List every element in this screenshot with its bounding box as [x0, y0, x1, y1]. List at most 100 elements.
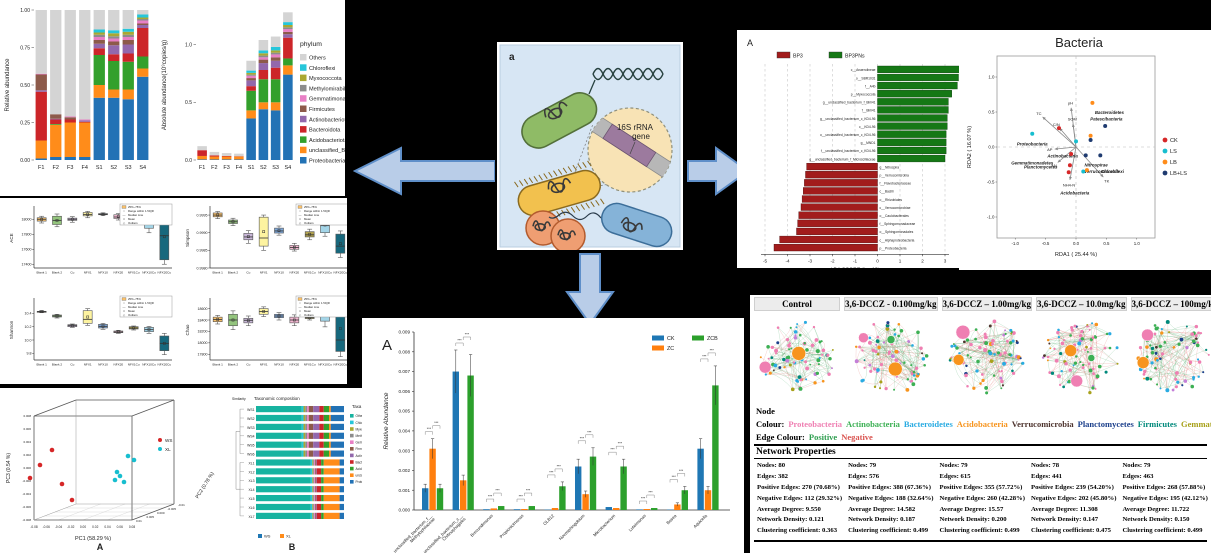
network-stats-column: Nodes: 79 Edges: 615 Positive Edges: 355 (… — [937, 461, 1028, 537]
svg-text:WS4: WS4 — [247, 435, 254, 439]
network-card: Control — [754, 297, 840, 404]
svg-text:Median Line: Median Line — [304, 213, 320, 217]
network-stat-line: Edges: 441 — [1030, 473, 1063, 481]
svg-text:2: 2 — [921, 258, 924, 263]
svg-text:0.000: 0.000 — [157, 511, 165, 515]
network-stat-line: Network Density: 0.150 — [1122, 516, 1190, 524]
right-block-arrow — [687, 146, 750, 196]
svg-text:Proteobacteria: Proteobacteria — [1017, 142, 1048, 147]
panel-relative-abundance-bars: A 0.000 0.001 0.002 0.003 0.004 0.005 0.006 0.00… — [362, 318, 744, 553]
svg-text:Bosea: Bosea — [665, 513, 678, 526]
svg-text:—: — — [299, 305, 302, 309]
svg-text:B: B — [289, 542, 296, 552]
network-title: 3,6-DCCZ – 10.0mg/kg — [1036, 297, 1127, 311]
svg-text:Outliers: Outliers — [128, 221, 138, 225]
svg-text:—: — — [299, 213, 302, 217]
svg-text:0.001: 0.001 — [399, 488, 411, 493]
svg-text:S4: S4 — [139, 165, 146, 171]
network-stat-line: Average Degree: 11.722 — [1122, 505, 1190, 513]
svg-text:Microbacterium: Microbacterium — [592, 513, 617, 538]
svg-text:-1: -1 — [853, 258, 858, 263]
edge-legend-item: Positive — [808, 431, 838, 442]
svg-text:0.5: 0.5 — [1103, 241, 1110, 246]
taxonomic-composition-chart: Taxonomic composition Similarity WS1 WS2 WS3… — [232, 396, 380, 552]
network-title: 3,6-DCCZ – 100mg/kg — [1130, 297, 1211, 311]
svg-text:0.007: 0.007 — [399, 369, 411, 374]
svg-text:Mean: Mean — [304, 217, 311, 221]
svg-text:NFX1Cu: NFX1Cu — [128, 271, 140, 275]
svg-text:Novosphingobium: Novosphingobium — [558, 513, 586, 541]
svg-text:TC: TC — [1036, 111, 1041, 116]
svg-text:Relative Abundance: Relative Abundance — [383, 392, 390, 449]
svg-text:NFX10: NFX10 — [98, 363, 108, 367]
network-stat-line: Clustering coefficient: 0.475 — [1030, 527, 1112, 535]
svg-text:Absolute abundance(10⁹copies/g: Absolute abundance(10⁹copies/g) — [161, 40, 168, 130]
svg-text:XL4: XL4 — [248, 488, 254, 492]
svg-text:F2: F2 — [53, 165, 59, 171]
svg-text:Blank 2: Blank 2 — [52, 271, 63, 275]
svg-text:***: *** — [702, 354, 707, 358]
svg-text:Blank 1: Blank 1 — [37, 363, 48, 367]
svg-text:***: *** — [465, 332, 470, 336]
svg-text:-5: -5 — [763, 258, 768, 263]
svg-text:-0.04: -0.04 — [55, 525, 62, 529]
network-stat-line: Negative Edges: 195 (42.12%) — [1122, 494, 1208, 502]
svg-text:0.25: 0.25 — [20, 120, 30, 126]
svg-text:9.8: 9.8 — [27, 352, 32, 356]
svg-text:CK: CK — [667, 336, 675, 342]
network-colour-legend: Node Colour: Proteobacteria Actinobacteria… — [750, 404, 1211, 444]
svg-text:LDA SCORE (log 10): LDA SCORE (log 10) — [831, 267, 880, 268]
svg-text:NFX1: NFX1 — [84, 271, 92, 275]
svg-text:WS5: WS5 — [247, 444, 254, 448]
svg-text:NFX10: NFX10 — [274, 363, 284, 367]
network-stat-line: Clustering coefficient: 0.363 — [757, 527, 838, 535]
svg-text:↕: ↕ — [123, 209, 125, 213]
svg-text:NFX1Cu: NFX1Cu — [304, 363, 316, 367]
svg-text:↕: ↕ — [299, 301, 301, 305]
panel-networks: Control 3,6-DCCZ - 0.100mg/kg 3,6-DCCZ – 1… — [750, 295, 1211, 553]
network-properties-table: Network Properties Nodes: 80 Edges: 382 Po… — [754, 444, 1208, 543]
svg-text:F2: F2 — [211, 165, 217, 171]
svg-text:Relative abundance: Relative abundance — [5, 58, 11, 112]
down-block-arrow — [565, 253, 615, 326]
svg-text:Firmicutes: Firmicutes — [309, 107, 335, 113]
svg-text:10.0: 10.0 — [25, 338, 32, 342]
svg-text:1.0: 1.0 — [988, 75, 995, 80]
network-stat-line: Network Density: 0.121 — [757, 516, 825, 524]
svg-text:Luteimonas: Luteimonas — [628, 513, 647, 532]
svg-text:0.00: 0.00 — [20, 158, 30, 164]
svg-text:NFX1: NFX1 — [260, 363, 268, 367]
svg-text:PC2 (0.78 %): PC2 (0.78 %) — [195, 471, 216, 500]
svg-text:Gemmatimonadetes: Gemmatimonadetes — [1011, 161, 1054, 166]
svg-text:c__Bacilli: c__Bacilli — [880, 190, 894, 194]
svg-text:Mean: Mean — [304, 309, 311, 313]
svg-text:Chloroflexi: Chloroflexi — [309, 66, 335, 72]
svg-text:TK: TK — [1104, 178, 1109, 183]
svg-text:-1.0: -1.0 — [1011, 241, 1019, 246]
node-legend-item: Bacteroidetes — [903, 418, 953, 429]
svg-text:***: *** — [618, 442, 623, 446]
svg-text:Taxonomic composition: Taxonomic composition — [254, 396, 300, 401]
panel-central-illustration: a 16S rRNA gene — [497, 42, 683, 254]
svg-text:XL: XL — [165, 447, 171, 452]
svg-text:NFX10: NFX10 — [274, 271, 284, 275]
svg-text:17800: 17800 — [22, 233, 32, 237]
svg-text:XL: XL — [286, 534, 292, 539]
svg-text:0.005: 0.005 — [147, 515, 155, 519]
svg-text:0.006: 0.006 — [399, 389, 411, 394]
svg-text:Blank 1: Blank 1 — [37, 271, 48, 275]
svg-text:f__A4b: f__A4b — [865, 84, 876, 88]
svg-text:***: *** — [641, 497, 646, 501]
svg-text:0.01: 0.01 — [136, 519, 142, 523]
svg-text:Outliers: Outliers — [304, 313, 314, 317]
network-stat-line: Positive Edges: 270 (70.68%) — [757, 483, 840, 491]
svg-text:***: *** — [488, 495, 493, 499]
svg-text:□: □ — [123, 309, 125, 313]
svg-text:F3: F3 — [67, 165, 73, 171]
node-legend-item: Firmicutes — [1137, 418, 1177, 429]
svg-text:***: *** — [610, 448, 615, 452]
svg-text:Similarity: Similarity — [232, 397, 246, 401]
svg-text:Blank 1: Blank 1 — [213, 363, 224, 367]
svg-text:***: *** — [672, 475, 677, 479]
